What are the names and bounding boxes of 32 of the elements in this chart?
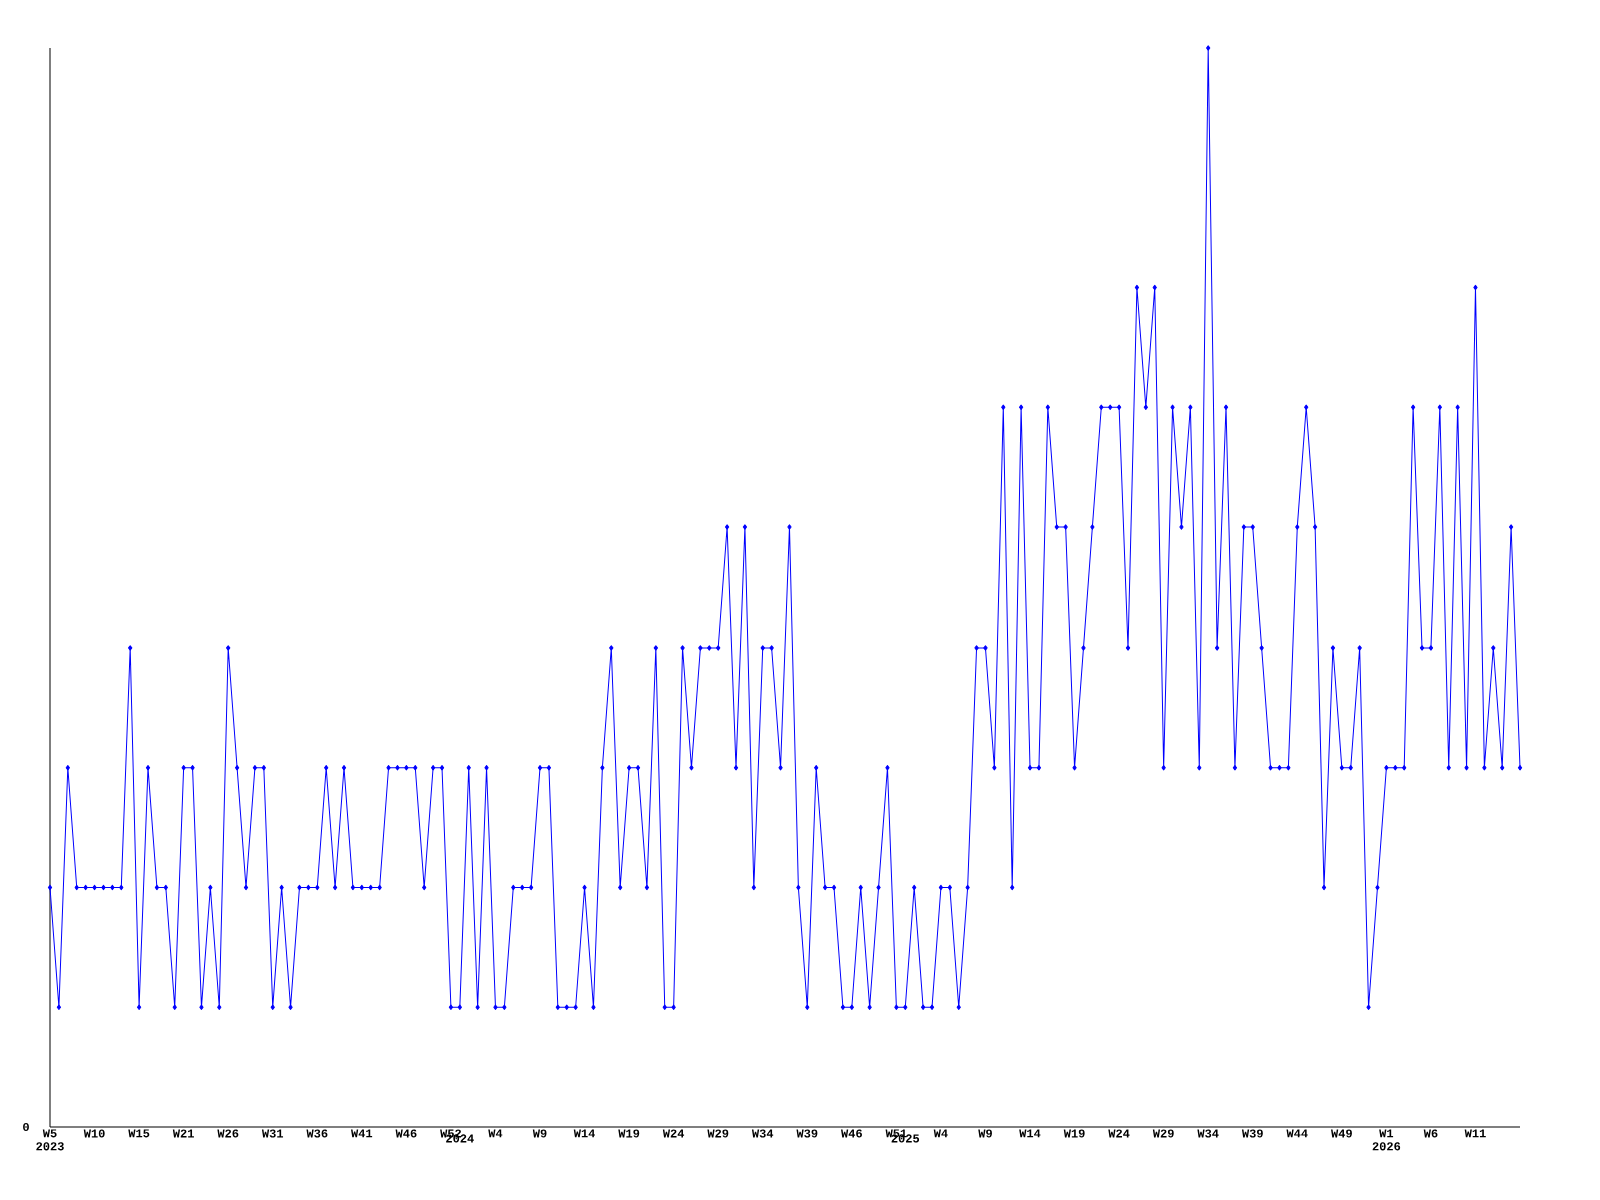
x-tick-label: W39: [796, 1129, 818, 1138]
x-tick-label: W14: [1019, 1129, 1041, 1138]
x-tick-label: W10: [83, 1129, 105, 1138]
x-tick-label: W31: [261, 1129, 284, 1138]
x-tick-label: W6: [1423, 1129, 1438, 1138]
x-tick-label: W19: [618, 1129, 640, 1138]
x-tick-label: W34: [1197, 1129, 1219, 1138]
x-tick-label: W46: [841, 1129, 862, 1138]
x-tick-label: W5 2023: [36, 1129, 64, 1151]
text: 0: [23, 1122, 29, 1132]
x-tick-label: W24: [662, 1129, 685, 1138]
x-tick-label: W15: [128, 1129, 150, 1138]
x-tick-label: W41: [351, 1129, 373, 1138]
x-tick-label: W26: [217, 1129, 239, 1138]
x-tick-label: W4: [488, 1129, 503, 1138]
x-tick-label: W49: [1331, 1129, 1352, 1138]
x-tick-label: W24: [1108, 1129, 1130, 1138]
x-tick-label: W4: [933, 1129, 948, 1138]
x-tick-label: W14: [573, 1129, 595, 1138]
x-tick-label: W46: [395, 1129, 417, 1138]
x-tick-label: W39: [1241, 1129, 1263, 1138]
x-tick-label: W34: [751, 1129, 774, 1138]
x-tick-label: W19: [1063, 1129, 1085, 1138]
x-tick-label: W21: [172, 1129, 194, 1138]
x-tick-label: W1 2026: [1372, 1129, 1401, 1151]
x-tick-label: W29: [707, 1129, 729, 1138]
x-tick-label: W11: [1464, 1129, 1486, 1138]
x-tick-label: W9: [978, 1129, 992, 1138]
x-tick-label: W36: [306, 1129, 328, 1138]
x-tick-label: W44: [1286, 1129, 1308, 1138]
x-tick-label: W9: [532, 1129, 547, 1138]
x-tick-label: W29: [1152, 1129, 1174, 1138]
